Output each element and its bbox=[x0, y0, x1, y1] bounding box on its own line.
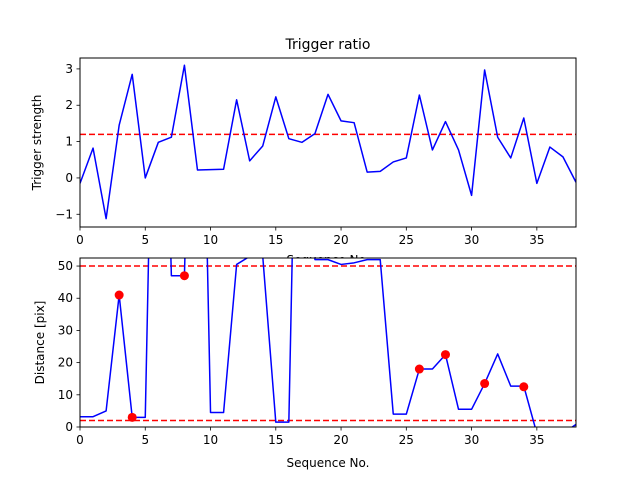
x-tick-label: 15 bbox=[268, 233, 283, 247]
x-tick-label: 5 bbox=[141, 433, 149, 447]
x-tick-label: 15 bbox=[268, 433, 283, 447]
y-tick-label: 1 bbox=[65, 135, 73, 149]
x-axis-label-bottom: Sequence No. bbox=[287, 456, 370, 470]
data-marker bbox=[519, 382, 529, 392]
x-tick-label: 0 bbox=[76, 233, 84, 247]
x-tick-label: 0 bbox=[76, 433, 84, 447]
data-marker bbox=[114, 290, 124, 300]
y-tick-label: 3 bbox=[65, 62, 73, 76]
data-marker bbox=[414, 364, 424, 374]
x-tick-label: 35 bbox=[529, 433, 544, 447]
x-tick-label: 10 bbox=[203, 433, 218, 447]
data-marker bbox=[480, 379, 490, 389]
series-line-0 bbox=[80, 258, 576, 427]
chart-title: Trigger ratio bbox=[284, 37, 370, 53]
y-tick-label: 0 bbox=[65, 420, 73, 434]
data-marker bbox=[127, 412, 137, 422]
x-tick-label: 5 bbox=[141, 233, 149, 247]
x-tick-label: 30 bbox=[464, 233, 479, 247]
y-tick-label: 50 bbox=[58, 259, 73, 273]
x-tick-label: 20 bbox=[333, 233, 348, 247]
y-tick-label: 2 bbox=[65, 98, 73, 112]
plot-area-top bbox=[80, 58, 576, 227]
y-tick-label: −1 bbox=[55, 207, 73, 221]
y-tick-label: 20 bbox=[58, 356, 73, 370]
y-tick-label: 30 bbox=[58, 323, 73, 337]
x-tick-label: 30 bbox=[464, 433, 479, 447]
axes-frame-top bbox=[79, 57, 577, 228]
data-marker bbox=[440, 350, 450, 360]
y-tick-label: 10 bbox=[58, 388, 73, 402]
x-tick-label: 35 bbox=[529, 233, 544, 247]
x-tick-label: 10 bbox=[203, 233, 218, 247]
data-marker bbox=[179, 271, 189, 281]
axes-frame-bottom bbox=[79, 257, 577, 428]
plot-area-bottom bbox=[80, 258, 576, 427]
y-axis-label-bottom: Distance [pix] bbox=[33, 301, 47, 385]
x-tick-label: 25 bbox=[399, 433, 414, 447]
y-tick-label: 0 bbox=[65, 171, 73, 185]
y-tick-label: 40 bbox=[58, 291, 73, 305]
series-line-0 bbox=[80, 64, 576, 220]
y-axis-label-top: Trigger strength bbox=[30, 95, 44, 192]
x-tick-label: 25 bbox=[399, 233, 414, 247]
x-tick-label: 20 bbox=[333, 433, 348, 447]
